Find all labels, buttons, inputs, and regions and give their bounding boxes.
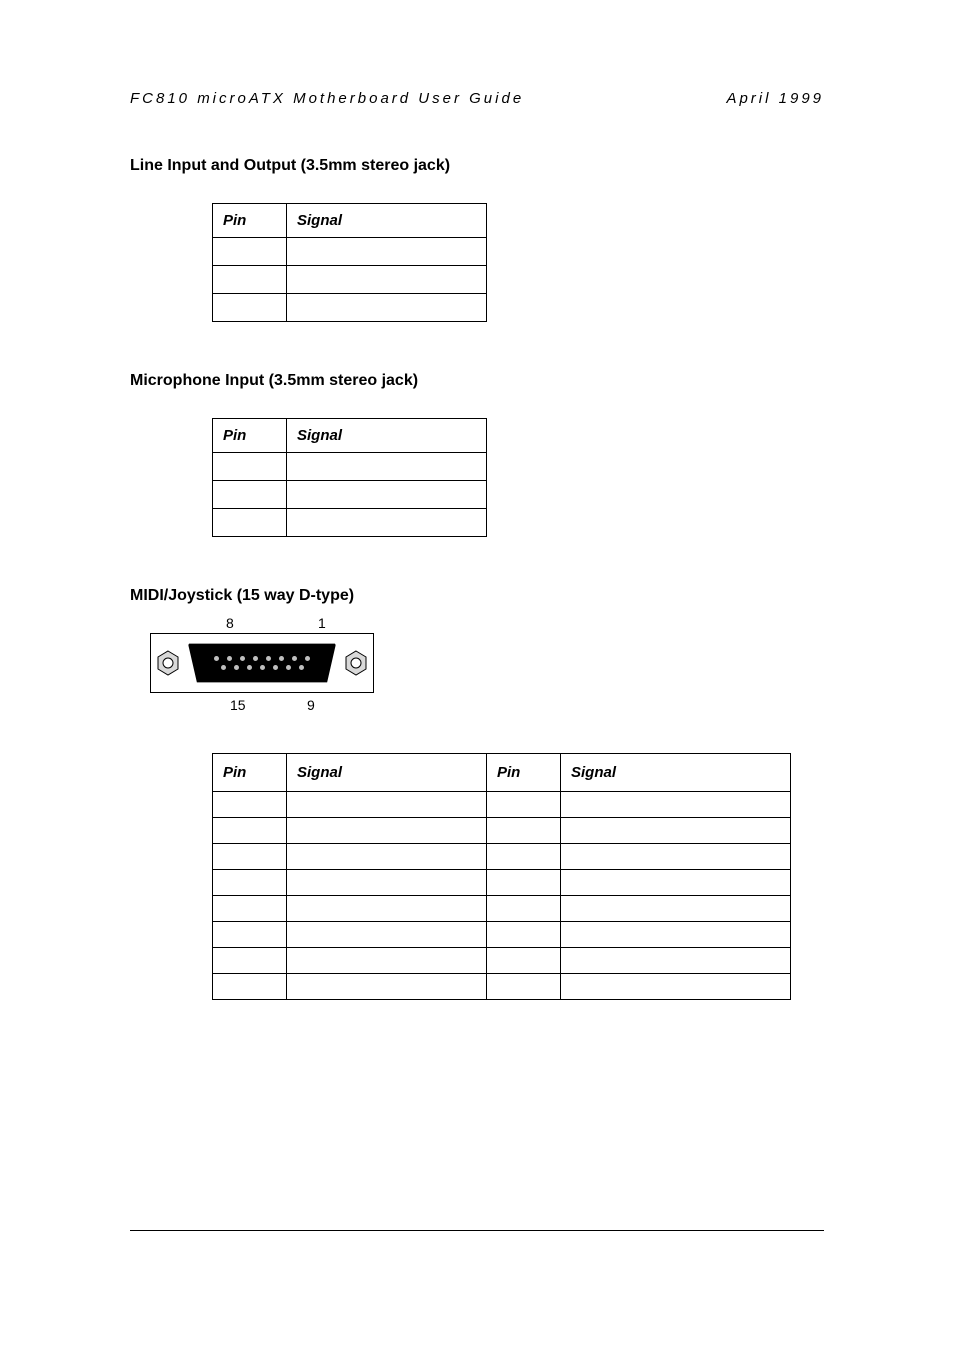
pin-label-tl: 8 bbox=[226, 615, 234, 631]
table-cell bbox=[287, 948, 487, 974]
pin-dot-icon bbox=[273, 665, 278, 670]
table-cell bbox=[487, 922, 561, 948]
table-cell bbox=[213, 294, 287, 322]
th-pin: Pin bbox=[213, 419, 287, 453]
footer-rule bbox=[130, 1230, 824, 1231]
section-title-midi: MIDI/Joystick (15 way D-type) bbox=[130, 587, 824, 605]
pin-dot-icon bbox=[234, 665, 239, 670]
table-cell bbox=[561, 922, 791, 948]
connector-outline bbox=[150, 633, 374, 693]
table-cell bbox=[561, 974, 791, 1000]
table-cell bbox=[213, 509, 287, 537]
th-signal: Signal bbox=[287, 419, 487, 453]
table-cell bbox=[213, 818, 287, 844]
table-cell bbox=[561, 792, 791, 818]
table-cell bbox=[487, 870, 561, 896]
pin-dot-icon bbox=[286, 665, 291, 670]
table-cell bbox=[561, 896, 791, 922]
pin-label-bl: 15 bbox=[230, 697, 246, 713]
connector-diagram: 8 1 bbox=[150, 633, 380, 693]
pin-dot-icon bbox=[292, 656, 297, 661]
pin-label-br: 9 bbox=[307, 697, 315, 713]
table-cell bbox=[213, 896, 287, 922]
table-cell bbox=[213, 792, 287, 818]
table-cell bbox=[213, 870, 287, 896]
table-cell bbox=[487, 948, 561, 974]
table-cell bbox=[487, 844, 561, 870]
th-pin: Pin bbox=[213, 754, 287, 792]
table-cell bbox=[287, 294, 487, 322]
table-midi: Pin Signal Pin Signal bbox=[212, 753, 791, 1000]
table-cell bbox=[561, 818, 791, 844]
table-cell bbox=[487, 974, 561, 1000]
table-cell bbox=[287, 922, 487, 948]
table-cell bbox=[287, 844, 487, 870]
table-cell bbox=[213, 238, 287, 266]
header-left: FC810 microATX Motherboard User Guide bbox=[130, 90, 524, 107]
table-cell bbox=[213, 922, 287, 948]
page-header: FC810 microATX Motherboard User Guide Ap… bbox=[130, 90, 824, 107]
table-cell bbox=[287, 238, 487, 266]
section-title-line-io: Line Input and Output (3.5mm stereo jack… bbox=[130, 157, 824, 175]
pin-dot-icon bbox=[214, 656, 219, 661]
pin-dot-icon bbox=[305, 656, 310, 661]
dsub-body bbox=[188, 641, 336, 685]
table-cell bbox=[287, 266, 487, 294]
table-cell bbox=[287, 481, 487, 509]
table-cell bbox=[213, 948, 287, 974]
pin-dot-icon bbox=[227, 656, 232, 661]
table-cell bbox=[561, 870, 791, 896]
pin-dot-icon bbox=[299, 665, 304, 670]
th-signal: Signal bbox=[287, 754, 487, 792]
hex-screw-right-icon bbox=[345, 650, 367, 676]
table-line-io: Pin Signal bbox=[212, 203, 487, 322]
table-cell bbox=[287, 896, 487, 922]
pin-dot-icon bbox=[221, 665, 226, 670]
hex-screw-left-icon bbox=[157, 650, 179, 676]
table-cell bbox=[287, 974, 487, 1000]
section-midi: MIDI/Joystick (15 way D-type) 8 1 bbox=[130, 587, 824, 1000]
header-right: April 1999 bbox=[726, 90, 824, 107]
table-cell bbox=[287, 818, 487, 844]
table-cell bbox=[487, 792, 561, 818]
table-cell bbox=[287, 453, 487, 481]
pin-dot-icon bbox=[247, 665, 252, 670]
table-cell bbox=[487, 896, 561, 922]
section-line-io: Line Input and Output (3.5mm stereo jack… bbox=[130, 157, 824, 322]
pin-dot-icon bbox=[260, 665, 265, 670]
pin-row-bottom bbox=[221, 665, 304, 670]
pin-row-top bbox=[214, 656, 310, 661]
pin-dot-icon bbox=[253, 656, 258, 661]
pin-dot-icon bbox=[266, 656, 271, 661]
table-cell bbox=[287, 509, 487, 537]
th-pin: Pin bbox=[487, 754, 561, 792]
th-signal: Signal bbox=[287, 204, 487, 238]
table-cell bbox=[487, 818, 561, 844]
pin-dot-icon bbox=[279, 656, 284, 661]
table-cell bbox=[213, 266, 287, 294]
table-cell bbox=[561, 948, 791, 974]
table-cell bbox=[213, 481, 287, 509]
table-cell bbox=[213, 974, 287, 1000]
pin-dot-icon bbox=[240, 656, 245, 661]
table-mic: Pin Signal bbox=[212, 418, 487, 537]
th-pin: Pin bbox=[213, 204, 287, 238]
section-title-mic: Microphone Input (3.5mm stereo jack) bbox=[130, 372, 824, 390]
section-mic: Microphone Input (3.5mm stereo jack) Pin… bbox=[130, 372, 824, 537]
pin-label-tr: 1 bbox=[318, 615, 326, 631]
table-cell bbox=[213, 453, 287, 481]
th-signal: Signal bbox=[561, 754, 791, 792]
table-cell bbox=[561, 844, 791, 870]
table-cell bbox=[287, 870, 487, 896]
table-cell bbox=[213, 844, 287, 870]
table-cell bbox=[287, 792, 487, 818]
